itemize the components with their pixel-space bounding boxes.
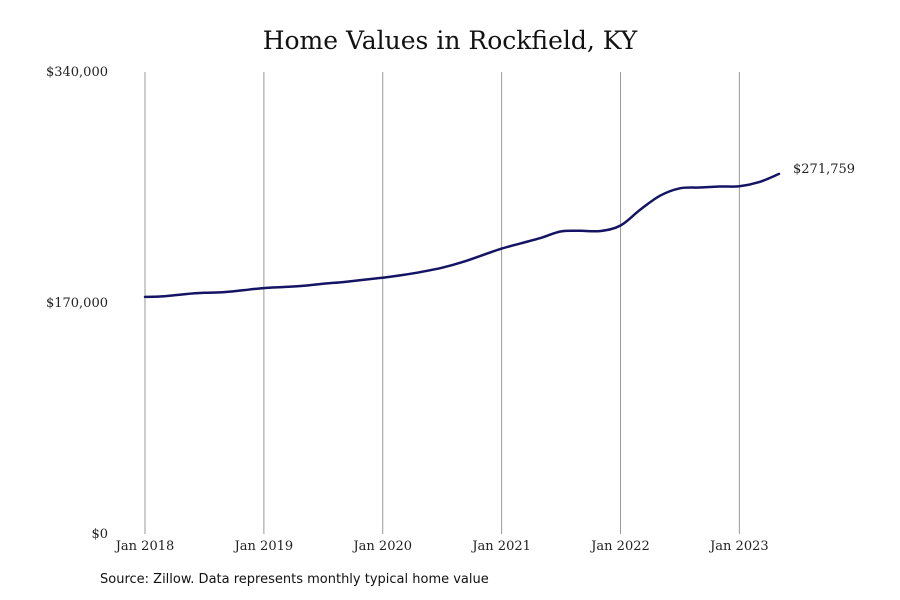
- x-tick-label: Jan 2018: [114, 539, 175, 554]
- gridlines: [144, 72, 740, 534]
- y-tick-label: $0: [91, 527, 108, 542]
- chart-title: Home Values in Rockfield, KY: [262, 26, 638, 55]
- series-line-home-value: [143, 172, 781, 299]
- x-tick-label: Jan 2022: [589, 539, 650, 554]
- y-tick-label: $340,000: [46, 65, 108, 80]
- x-tick-label: Jan 2020: [351, 539, 412, 554]
- x-tick-label: Jan 2019: [233, 539, 294, 554]
- end-value-label: $271,759: [793, 162, 855, 177]
- x-tick-label: Jan 2023: [708, 539, 769, 554]
- x-axis-ticks: Jan 2018 Jan 2019 Jan 2020 Jan 2021 Jan 2022…: [114, 539, 769, 554]
- y-axis-ticks: $0 $170,000 $340,000: [46, 65, 108, 542]
- source-note: Source: Zillow. Data represents monthly …: [100, 572, 489, 587]
- x-tick-label: Jan 2021: [470, 539, 531, 554]
- y-tick-label: $170,000: [46, 296, 108, 311]
